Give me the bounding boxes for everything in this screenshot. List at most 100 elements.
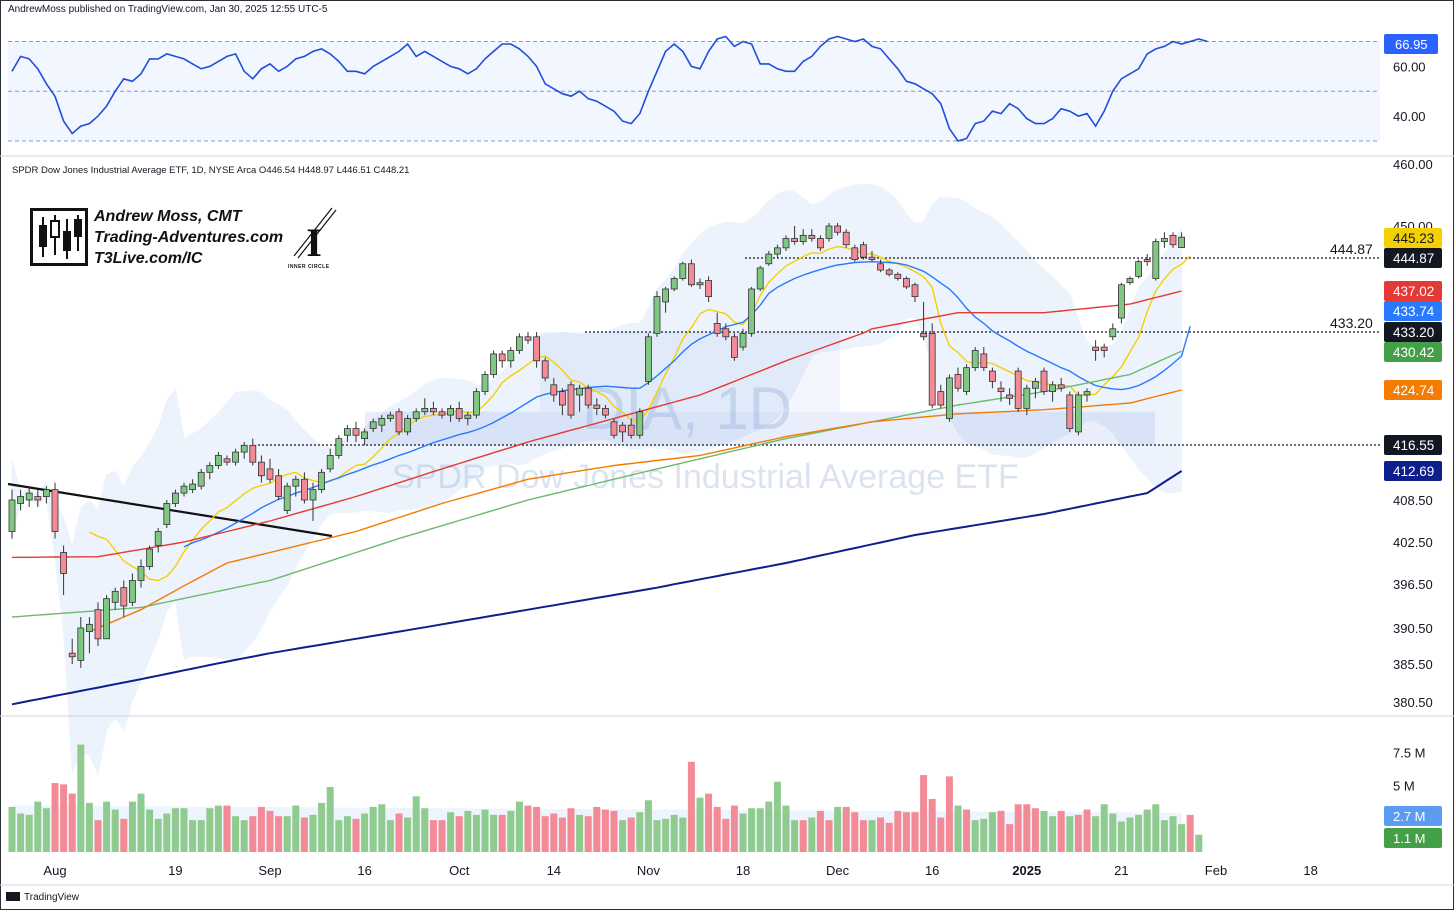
- candle-body: [688, 263, 695, 286]
- volume-bar: [679, 817, 687, 852]
- x-tick-label: 19: [168, 863, 182, 878]
- volume-bar: [799, 820, 807, 852]
- candle-body: [361, 431, 369, 440]
- x-tick-label: 2025: [1012, 863, 1041, 878]
- candle-body: [1092, 346, 1099, 351]
- candle-body: [903, 278, 910, 288]
- tradingview-logo-icon: [6, 892, 20, 901]
- candle-body: [791, 238, 798, 242]
- ma-line-sma200: [89, 389, 1182, 633]
- volume-bar: [249, 816, 257, 852]
- candle-body: [17, 496, 25, 504]
- candle-body: [25, 492, 33, 501]
- candle-body: [1178, 236, 1185, 248]
- volume-bar: [171, 808, 179, 852]
- volume-bar: [825, 820, 833, 852]
- volume-bar: [920, 775, 928, 852]
- volume-bar: [558, 817, 566, 852]
- candle-body: [1152, 241, 1160, 279]
- price-label-445.23: [1384, 228, 1442, 248]
- svg-text:I: I: [306, 220, 322, 265]
- volume-bar: [25, 814, 33, 852]
- volume-bar: [507, 810, 515, 852]
- candle-body: [1014, 370, 1022, 409]
- volume-bar: [1057, 810, 1065, 852]
- candle-body: [429, 408, 437, 413]
- volume-bar: [868, 820, 876, 852]
- candle-body: [404, 418, 412, 433]
- volume-bar: [705, 793, 713, 852]
- candle-body: [817, 238, 824, 249]
- candle-body: [868, 256, 876, 260]
- candle-body: [679, 263, 687, 279]
- price-tick-label: 396.50: [1393, 577, 1433, 592]
- candlestick-logo-icon: [30, 208, 88, 266]
- candle-body: [989, 370, 996, 382]
- ma-line-ema21: [183, 260, 1191, 548]
- candle-body: [1066, 394, 1074, 429]
- candle-body: [937, 391, 945, 406]
- volume-tick-label: 7.5 M: [1393, 746, 1426, 761]
- candle-body: [1006, 394, 1013, 399]
- candle-body: [894, 273, 902, 279]
- brand-site: Trading-Adventures.com: [94, 229, 284, 246]
- volume-bar: [928, 798, 936, 852]
- volume-bar: [120, 818, 128, 852]
- volume-bar: [232, 816, 240, 852]
- candle-body: [550, 384, 558, 396]
- x-tick-label: Dec: [826, 863, 850, 878]
- ma-line-sma300: [11, 470, 1183, 706]
- candle-body: [206, 465, 214, 473]
- price-tick-label: 390.50: [1393, 621, 1433, 636]
- volume-bar: [765, 801, 773, 852]
- volume-bar: [137, 793, 145, 852]
- volume-bar: [644, 800, 652, 852]
- volume-bar: [653, 820, 661, 852]
- volume-bar: [1100, 804, 1108, 852]
- rsi-value-text: 66.95: [1395, 37, 1428, 52]
- branding: Andrew Moss, CMT Trading-Adventures.com …: [30, 206, 350, 274]
- candle-body: [103, 598, 110, 640]
- volume-bar: [77, 744, 85, 852]
- rsi-value-label: [1384, 34, 1438, 54]
- volume-bar: [1006, 824, 1014, 852]
- volume-bar: [343, 816, 351, 852]
- candle-body: [1075, 394, 1082, 433]
- consolidation-box: [365, 411, 1155, 445]
- candle-body: [240, 444, 248, 453]
- volume-bar: [670, 814, 678, 852]
- volume-bar: [240, 820, 248, 852]
- footer: TradingView: [6, 892, 79, 903]
- volume-bar: [541, 816, 549, 852]
- volume-bar: [300, 817, 308, 852]
- volume-bar: [404, 817, 412, 852]
- candle-body: [1135, 261, 1142, 277]
- volume-bar: [17, 813, 25, 852]
- candle-body: [748, 288, 755, 334]
- volume-bar: [636, 812, 644, 852]
- candle-body: [756, 267, 764, 290]
- candle-body: [318, 471, 326, 491]
- volume-bar: [739, 813, 747, 852]
- candle-body: [799, 234, 807, 242]
- candle-body: [842, 231, 850, 246]
- volume-bar: [1178, 824, 1186, 852]
- candle-body: [559, 391, 566, 406]
- candle-body: [713, 323, 721, 334]
- volume-bar: [1040, 810, 1048, 852]
- price-label-text-437.02: 437.02: [1393, 284, 1434, 299]
- price-label-424.74: [1384, 380, 1442, 400]
- volume-bar: [1152, 804, 1160, 852]
- candle-body: [602, 408, 609, 416]
- candle-body: [1040, 370, 1048, 393]
- volume-bar: [627, 817, 635, 852]
- candle-body: [627, 424, 635, 436]
- volume-bar: [748, 808, 756, 852]
- candle-body: [283, 485, 291, 511]
- volume-bar: [438, 820, 446, 852]
- volume-bar: [292, 805, 300, 852]
- x-tick-label: 18: [1303, 863, 1317, 878]
- volume-bar: [1049, 816, 1057, 852]
